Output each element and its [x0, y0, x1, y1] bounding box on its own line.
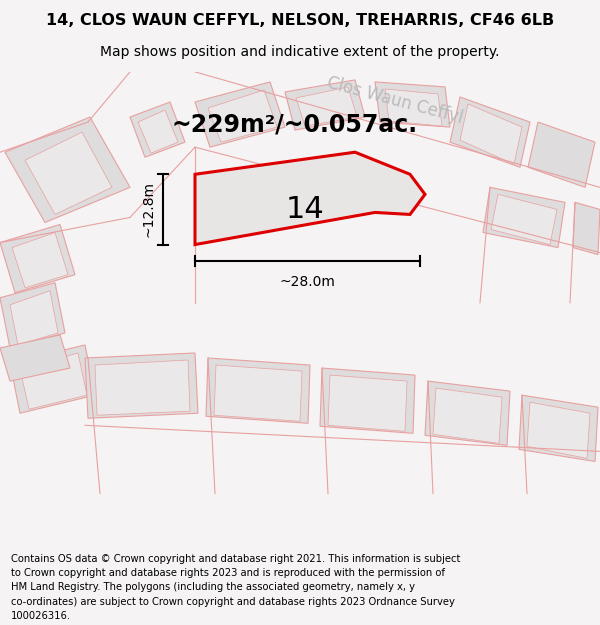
Polygon shape [320, 368, 415, 433]
Polygon shape [460, 104, 522, 164]
Polygon shape [491, 194, 557, 244]
Polygon shape [0, 282, 65, 348]
Polygon shape [527, 402, 590, 458]
Polygon shape [296, 87, 357, 126]
Polygon shape [208, 90, 277, 142]
Polygon shape [195, 82, 285, 147]
Polygon shape [425, 381, 510, 446]
Polygon shape [138, 110, 178, 153]
Polygon shape [328, 375, 407, 431]
Text: Contains OS data © Crown copyright and database right 2021. This information is : Contains OS data © Crown copyright and d… [11, 554, 460, 621]
Polygon shape [25, 132, 112, 214]
Polygon shape [12, 232, 68, 288]
Polygon shape [433, 388, 502, 443]
Polygon shape [483, 188, 565, 248]
Polygon shape [375, 82, 450, 127]
Polygon shape [0, 335, 70, 381]
Polygon shape [0, 224, 75, 292]
Polygon shape [20, 353, 87, 409]
Polygon shape [285, 80, 365, 130]
Polygon shape [85, 353, 198, 418]
Polygon shape [214, 365, 302, 421]
Polygon shape [5, 117, 130, 222]
Polygon shape [528, 122, 595, 188]
Polygon shape [206, 358, 310, 423]
Polygon shape [385, 89, 442, 126]
Text: ~28.0m: ~28.0m [280, 274, 335, 289]
Text: ~12.8m: ~12.8m [142, 181, 156, 238]
Polygon shape [10, 345, 95, 413]
Text: Clos Waun Ceffyl: Clos Waun Ceffyl [325, 73, 465, 127]
Polygon shape [519, 395, 598, 461]
Polygon shape [195, 152, 425, 244]
Text: 14: 14 [286, 195, 325, 224]
Text: 14, CLOS WAUN CEFFYL, NELSON, TREHARRIS, CF46 6LB: 14, CLOS WAUN CEFFYL, NELSON, TREHARRIS,… [46, 12, 554, 28]
Text: ~229m²/~0.057ac.: ~229m²/~0.057ac. [172, 112, 418, 136]
Polygon shape [130, 102, 185, 158]
Text: Map shows position and indicative extent of the property.: Map shows position and indicative extent… [100, 45, 500, 59]
Polygon shape [450, 97, 530, 168]
Polygon shape [573, 202, 600, 254]
Polygon shape [95, 360, 190, 415]
Polygon shape [10, 291, 58, 345]
